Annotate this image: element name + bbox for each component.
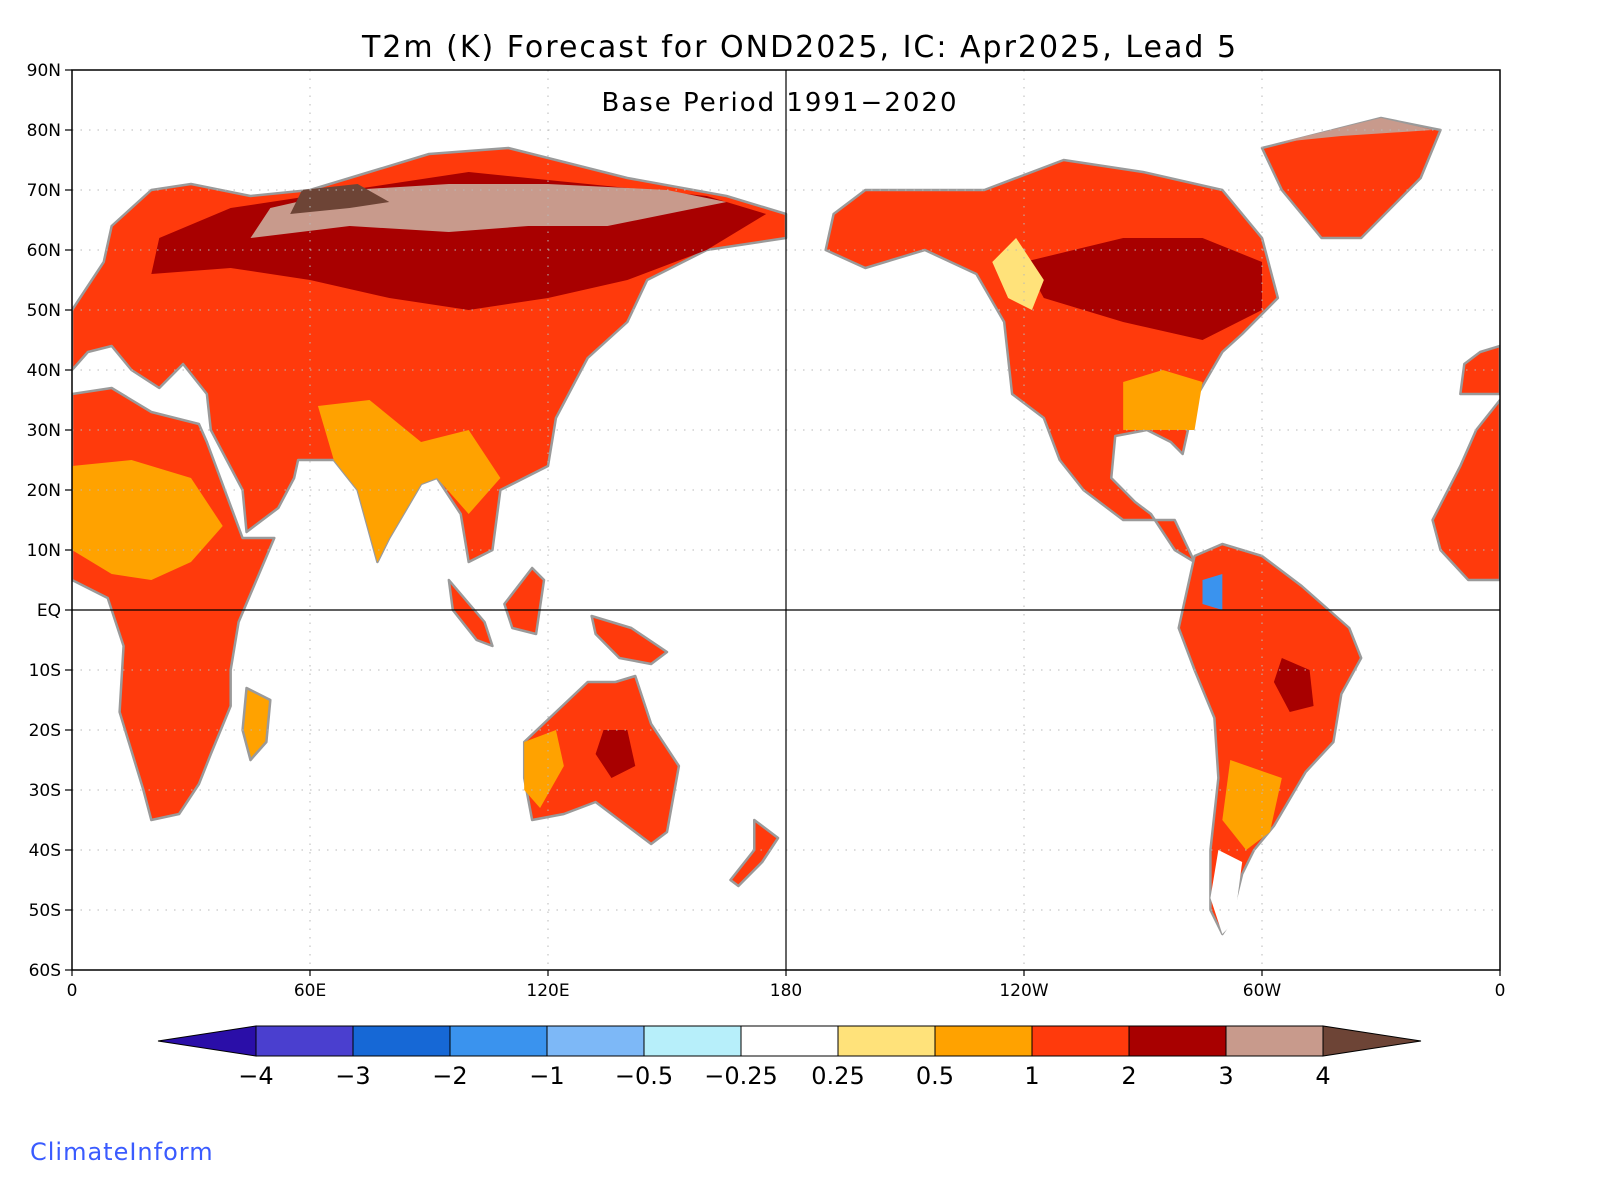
colorbar-arrow-low <box>157 1025 257 1057</box>
colorbar-swatch <box>643 1025 742 1057</box>
colorbar-label: −4 <box>238 1062 273 1090</box>
africa-sahel-region <box>72 460 223 580</box>
colorbar-label: −3 <box>335 1062 370 1090</box>
greenland-n-region <box>1281 118 1433 142</box>
colorbar-swatch <box>1225 1025 1324 1057</box>
canada-hot-region <box>1024 238 1262 340</box>
w-europe-right-region <box>1459 344 1500 396</box>
lat-tick-label: EQ <box>37 601 61 621</box>
latitude-axis: 90N 80N 70N 60N 50N 40N 30N 20N 10N EQ 10S 20S 30S 40… <box>27 61 72 981</box>
lat-tick-label: 30S <box>29 781 61 801</box>
lat-tick-label: 70N <box>27 181 61 201</box>
colorbar-label: 4 <box>1315 1062 1330 1090</box>
colorbar-swatch <box>1128 1025 1227 1057</box>
lon-tick-label: 120W <box>999 981 1048 1001</box>
lat-tick-label: 90N <box>27 61 61 81</box>
base-period-label: Base Period 1991−2020 <box>601 88 959 118</box>
lat-tick-label: 80N <box>27 121 61 141</box>
colorbar-swatch <box>352 1025 451 1057</box>
lat-tick-label: 20S <box>29 721 61 741</box>
new-guinea-region <box>590 614 669 666</box>
colorbar-swatch <box>934 1025 1033 1057</box>
new-zealand-region <box>729 818 780 888</box>
lat-tick-label: 50S <box>29 901 61 921</box>
sa-cool-region <box>1202 574 1223 610</box>
lat-tick-label: 40S <box>29 841 61 861</box>
colorbar-legend: −4 −3 −2 −1 −0.5 −0.25 0.25 0.5 1 2 3 4 <box>157 1025 1422 1090</box>
colorbar-label: −0.5 <box>615 1062 673 1090</box>
siberia-max-region <box>290 184 390 214</box>
colorbar-label: 3 <box>1218 1062 1233 1090</box>
borneo-region <box>503 566 546 636</box>
colorbar-label: 2 <box>1121 1062 1136 1090</box>
colorbar-label: −1 <box>529 1062 564 1090</box>
lon-tick-label: 0 <box>67 981 78 1001</box>
sa-south-region <box>1222 760 1282 850</box>
lon-tick-label: 60E <box>294 981 326 1001</box>
nw-cool-region <box>992 238 1044 310</box>
land-masses <box>72 116 1500 936</box>
colorbar-label: 0.5 <box>916 1062 954 1090</box>
colorbar-swatch <box>255 1025 354 1057</box>
south-america-region <box>1177 542 1363 936</box>
lon-tick-label: 180 <box>770 981 802 1001</box>
colorbar-label: 1 <box>1024 1062 1039 1090</box>
lat-tick-label: 60N <box>27 241 61 261</box>
colorbar-swatch <box>546 1025 645 1057</box>
australia-hot-region <box>595 730 636 778</box>
brand-label: ClimateInform <box>30 1138 214 1166</box>
lon-tick-label: 0 <box>1495 981 1506 1001</box>
colorbar-label: −2 <box>432 1062 467 1090</box>
sumatra-region <box>447 578 494 648</box>
lat-tick-label: 10S <box>29 661 61 681</box>
lat-tick-label: 20N <box>27 481 61 501</box>
sa-patagonia-region <box>1210 850 1243 934</box>
greenland-region <box>1260 116 1442 240</box>
colorbar-swatch <box>1031 1025 1130 1057</box>
lat-tick-label: 40N <box>27 361 61 381</box>
colorbar-swatch <box>740 1025 839 1057</box>
colorbar-swatch <box>837 1025 936 1057</box>
colorbar-swatch <box>449 1025 548 1057</box>
lat-tick-label: 30N <box>27 421 61 441</box>
sa-hot-region <box>1273 658 1314 712</box>
colorbar-label: 0.25 <box>811 1062 864 1090</box>
lon-tick-label: 60W <box>1243 981 1282 1001</box>
map-title: T2m (K) Forecast for OND2025, IC: Apr202… <box>361 30 1239 65</box>
north-america-region <box>824 158 1280 564</box>
lat-tick-label: 50N <box>27 301 61 321</box>
lat-tick-label: 60S <box>29 961 61 981</box>
colorbar-arrow-high <box>1322 1025 1422 1057</box>
south-asia-region <box>317 400 501 562</box>
longitude-axis: 0 60E 120E 180 120W 60W 0 <box>67 970 1506 1001</box>
madagascar-region <box>241 686 272 762</box>
colorbar-label: −0.25 <box>704 1062 778 1090</box>
lat-tick-label: 10N <box>27 541 61 561</box>
lon-tick-label: 120E <box>526 981 569 1001</box>
us-warm-region <box>1123 370 1203 430</box>
australia-west-region <box>524 730 564 808</box>
